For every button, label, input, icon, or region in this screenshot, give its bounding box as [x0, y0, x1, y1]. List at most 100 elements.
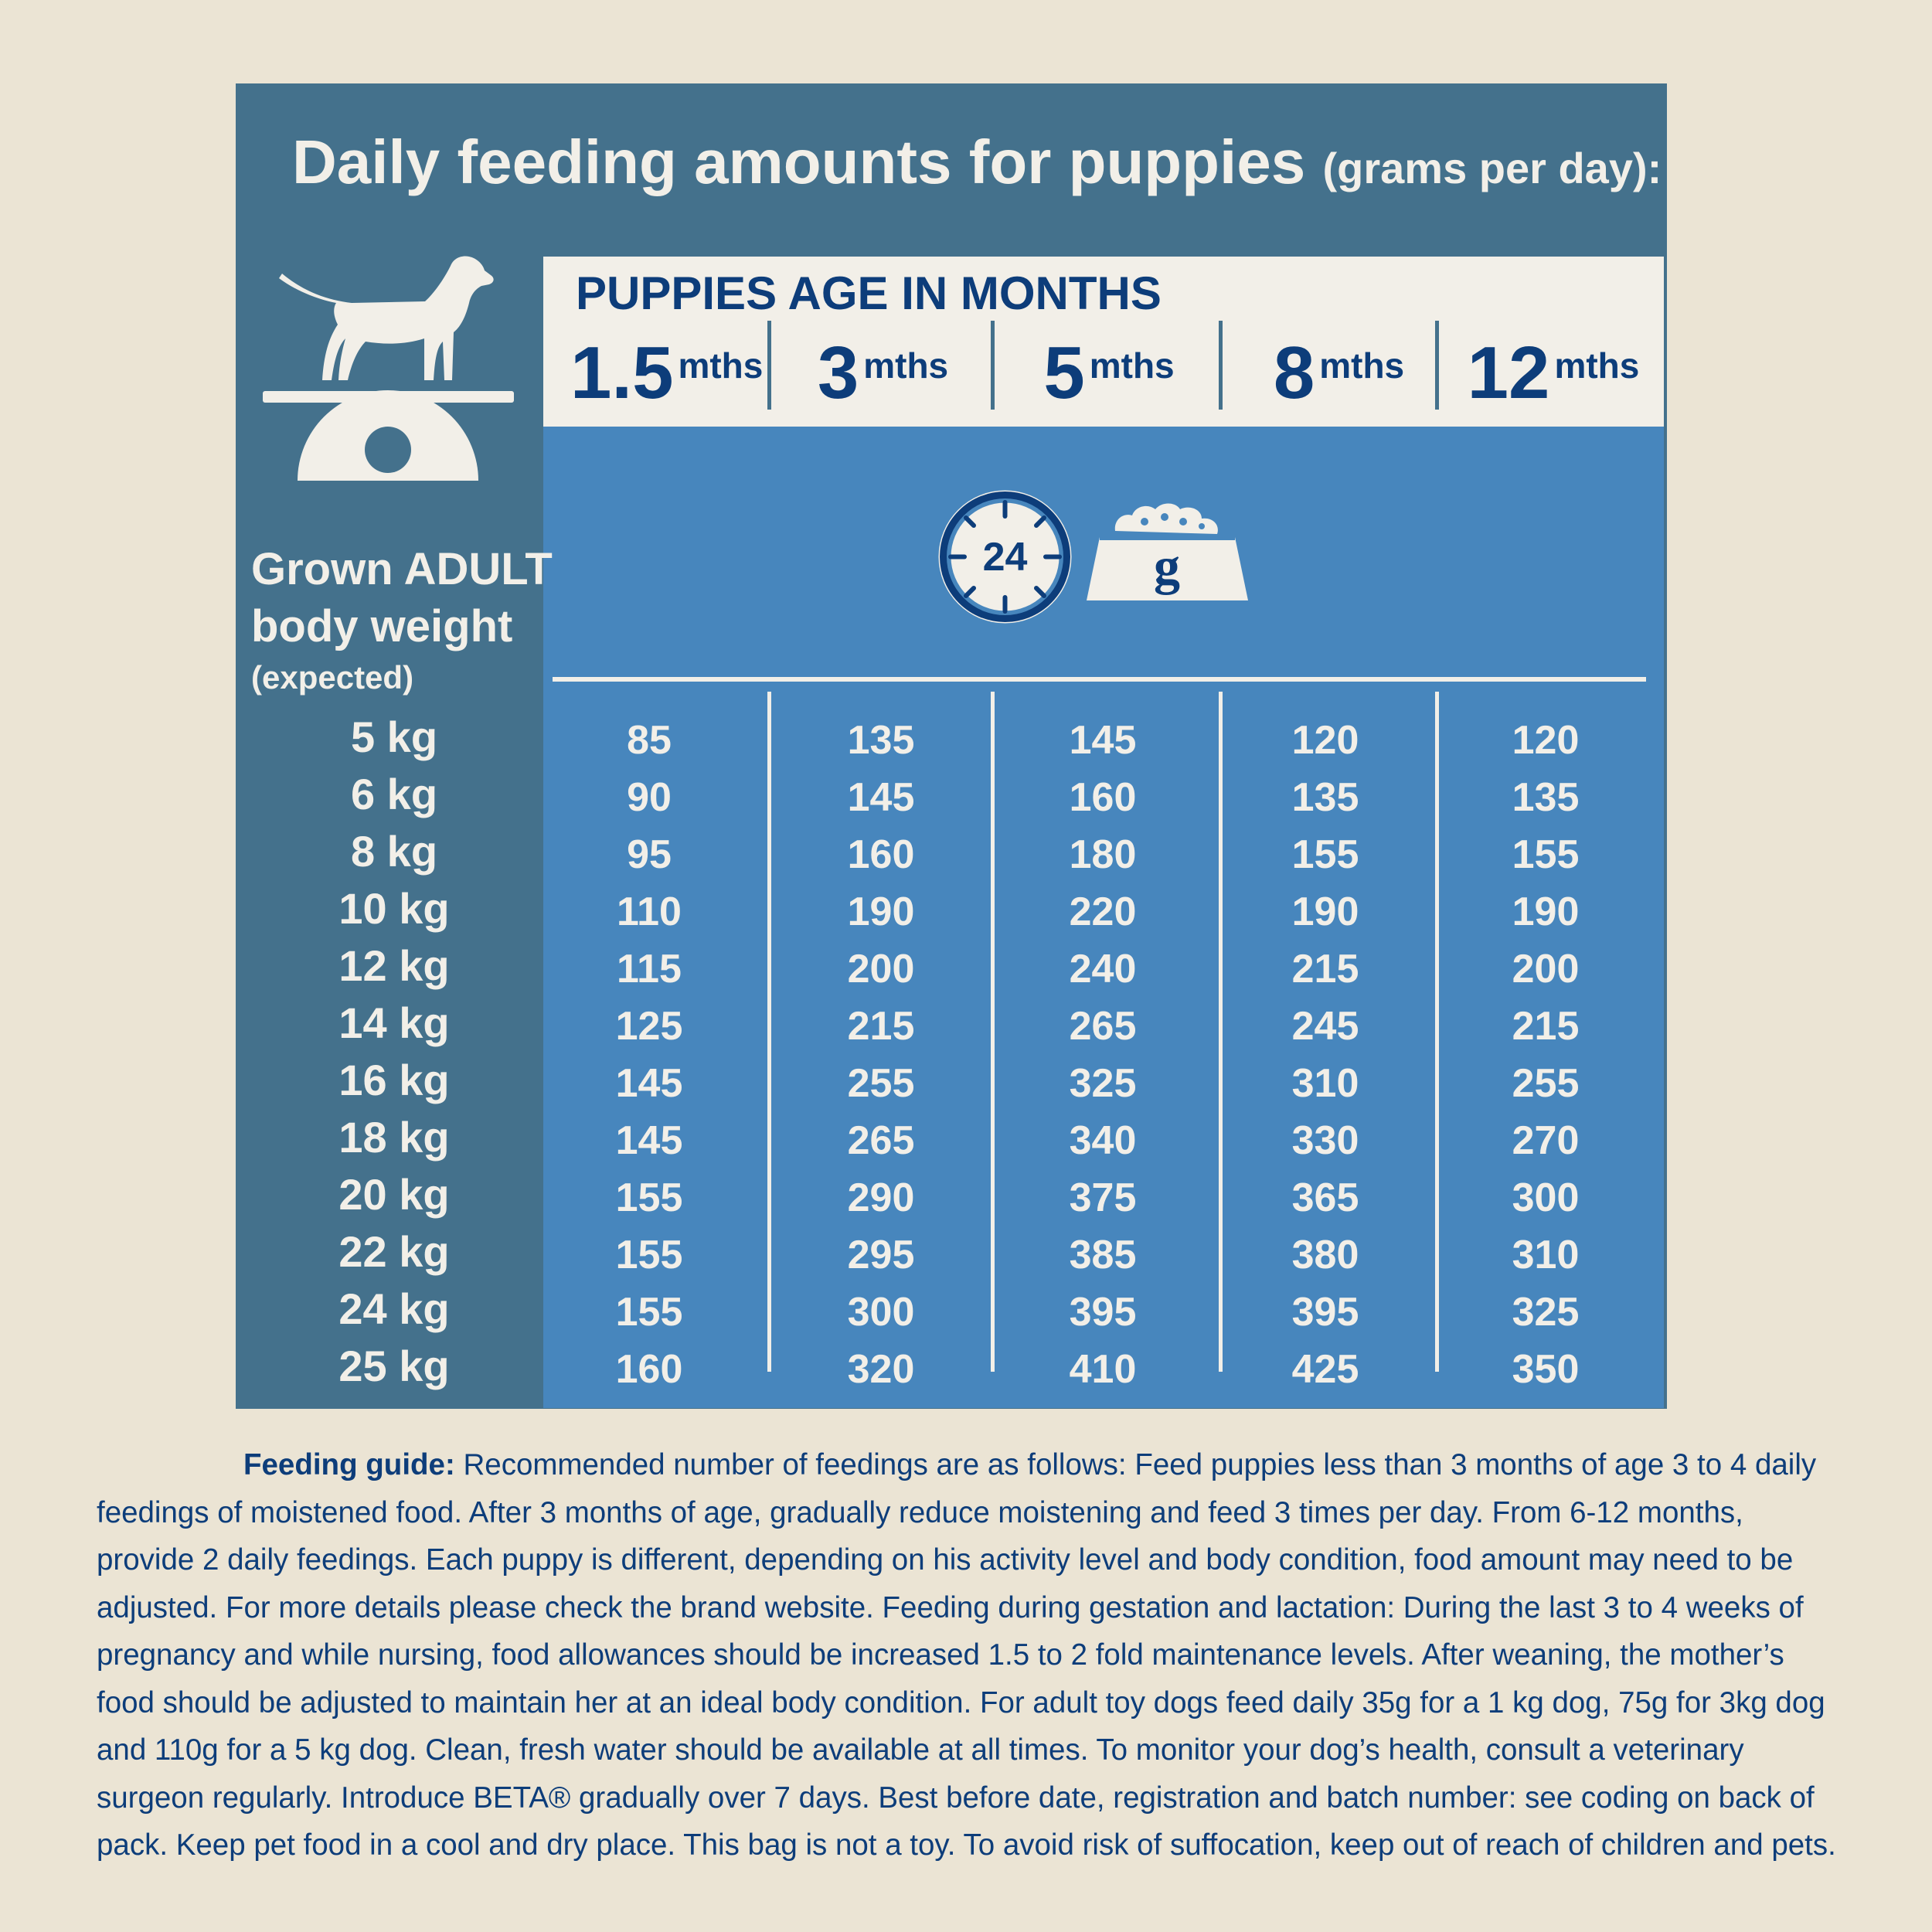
- month-unit: mths: [863, 345, 949, 386]
- month-number: 12: [1467, 332, 1550, 414]
- amount-cell: 380: [1291, 1233, 1359, 1277]
- amount-cell: 325: [1512, 1290, 1580, 1335]
- amount-cell: 120: [1512, 718, 1580, 763]
- page-title: Daily feeding amounts for puppies (grams…: [292, 124, 1662, 201]
- amount-cell: 385: [1069, 1233, 1137, 1277]
- food-bowl-icon: g: [1087, 503, 1248, 600]
- column-divider: [1435, 692, 1439, 1372]
- month-unit: mths: [678, 345, 764, 386]
- month-header-1: 1.5 mths: [570, 323, 763, 414]
- header-divider: [1435, 321, 1439, 410]
- clock-label: 24: [983, 535, 1028, 580]
- title-sub: (grams per day):: [1322, 144, 1662, 192]
- weight-cell: 25 kg: [338, 1342, 450, 1390]
- amount-cell: 215: [1512, 1004, 1580, 1049]
- weight-header-line1: Grown ADULT: [251, 544, 553, 594]
- amount-cell: 155: [615, 1175, 683, 1220]
- clock-24h-icon: 24: [938, 490, 1072, 624]
- amount-cell: 215: [1291, 947, 1359, 992]
- amount-cell: 220: [1069, 889, 1137, 934]
- amount-cell: 155: [1512, 832, 1580, 877]
- amount-cell: 95: [627, 832, 672, 877]
- amount-cell: 135: [1512, 775, 1580, 820]
- amount-cell: 160: [1069, 775, 1137, 820]
- month-header-2: 3 mths: [781, 323, 985, 414]
- age-header-band: [543, 257, 1664, 427]
- weight-cell: 8 kg: [350, 827, 438, 876]
- amount-cell: 265: [1069, 1004, 1137, 1049]
- weight-cell: 10 kg: [338, 884, 450, 933]
- weight-cell: 16 kg: [338, 1056, 450, 1104]
- amount-cell: 365: [1291, 1175, 1359, 1220]
- amount-cell: 320: [847, 1347, 915, 1392]
- amount-cell: 155: [1291, 832, 1359, 877]
- amount-cell: 300: [1512, 1175, 1580, 1220]
- amount-cell: 310: [1291, 1061, 1359, 1106]
- amount-cell: 145: [1069, 718, 1137, 763]
- amount-cell: 190: [1291, 889, 1359, 934]
- amount-cell: 265: [847, 1118, 915, 1163]
- feeding-guide-note: Feeding guide: Recommended number of fee…: [97, 1441, 1843, 1869]
- feeding-guide-lead: Feeding guide:: [243, 1448, 455, 1481]
- amount-cell: 115: [617, 947, 682, 992]
- weight-cell: 18 kg: [338, 1113, 450, 1162]
- amount-cell: 145: [847, 775, 915, 820]
- amount-cell: 215: [847, 1004, 915, 1049]
- amount-cell: 190: [847, 889, 915, 934]
- column-divider: [1219, 692, 1223, 1372]
- amount-cell: 300: [847, 1290, 915, 1335]
- month-number: 3: [817, 332, 859, 414]
- weight-column-header: Grown ADULT body weight (expected): [251, 541, 553, 700]
- amount-cell: 190: [1512, 889, 1580, 934]
- amount-cell: 425: [1291, 1347, 1359, 1392]
- header-divider: [1219, 321, 1223, 410]
- amount-cell: 325: [1069, 1061, 1137, 1106]
- amount-cell: 160: [615, 1347, 683, 1392]
- amount-cell: 120: [1291, 718, 1359, 763]
- header-divider: [767, 321, 771, 410]
- amount-cell: 255: [1512, 1061, 1580, 1106]
- amount-cell: 155: [615, 1290, 683, 1335]
- amount-cell: 245: [1291, 1004, 1359, 1049]
- amount-cell: 410: [1069, 1347, 1137, 1392]
- weight-cell: 12 kg: [338, 941, 450, 990]
- amount-cell: 145: [615, 1118, 683, 1163]
- month-number: 8: [1273, 332, 1315, 414]
- title-main: Daily feeding amounts for puppies: [292, 128, 1306, 196]
- amount-cell: 200: [847, 947, 915, 992]
- month-header-3: 5 mths: [1005, 323, 1213, 414]
- amount-cell: 270: [1512, 1118, 1580, 1163]
- month-number: 5: [1043, 332, 1085, 414]
- dog-on-scale-icon: [263, 256, 514, 481]
- amount-cell: 155: [615, 1233, 683, 1277]
- month-number: 1.5: [570, 332, 674, 414]
- month-unit: mths: [1554, 345, 1640, 386]
- amount-cell: 340: [1069, 1118, 1137, 1163]
- age-label: PUPPIES AGE IN MONTHS: [576, 267, 1162, 319]
- weight-cell: 22 kg: [338, 1227, 450, 1276]
- amount-cell: 135: [1291, 775, 1359, 820]
- amount-cell: 200: [1512, 947, 1580, 992]
- amount-cell: 350: [1512, 1347, 1580, 1392]
- amount-cell: 135: [847, 718, 915, 763]
- month-header-4: 8 mths: [1233, 323, 1445, 414]
- amount-cell: 310: [1512, 1233, 1580, 1277]
- amount-cell: 85: [627, 718, 672, 763]
- weight-cell: 20 kg: [338, 1170, 450, 1219]
- weight-header-line2: body weight: [251, 601, 513, 651]
- weight-cell: 24 kg: [338, 1284, 450, 1333]
- feeding-guide-text: Recommended number of feedings are as fo…: [97, 1448, 1836, 1862]
- weight-header-line3: (expected): [251, 659, 414, 696]
- weight-cell: 6 kg: [350, 770, 438, 818]
- amount-cell: 160: [847, 832, 915, 877]
- column-divider: [991, 692, 995, 1372]
- amount-cell: 290: [847, 1175, 915, 1220]
- amount-cell: 125: [615, 1004, 683, 1049]
- amount-cell: 180: [1069, 832, 1137, 877]
- amount-cell: 110: [617, 889, 682, 934]
- column-divider: [767, 692, 771, 1372]
- amount-cell: 145: [615, 1061, 683, 1106]
- amount-cell: 90: [627, 775, 672, 820]
- amount-cell: 295: [847, 1233, 915, 1277]
- header-divider: [991, 321, 995, 410]
